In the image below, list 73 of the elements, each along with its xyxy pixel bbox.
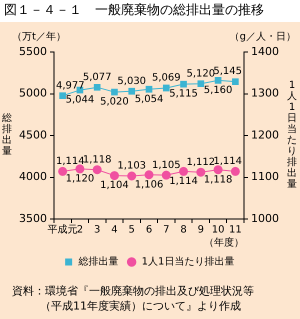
point: [179, 166, 188, 176]
data-label: 5,044: [66, 94, 94, 106]
data-label: 4,977: [56, 80, 85, 92]
x-tick-label: 9: [198, 224, 204, 236]
point: [127, 172, 136, 180]
data-label: 5,077: [82, 72, 112, 83]
text: 資料：環境省『一般廃棄物の排出及び処理状況等: [12, 284, 254, 298]
x-tick-label: 11: [229, 224, 242, 236]
point: [144, 170, 154, 180]
point: [94, 84, 101, 91]
x-tick-label: 8: [180, 224, 187, 236]
x-tick-label: 7: [163, 224, 170, 236]
text: 1人1日当たり排出量: [287, 80, 297, 190]
y-axis-title: 総排出量: [1, 112, 12, 158]
data-label: 1,104: [100, 180, 129, 192]
legend-label: 総排出量: [78, 256, 119, 268]
x-tick-label: 10: [212, 224, 224, 236]
data-label: 1,114: [213, 156, 242, 167]
point: [146, 86, 152, 93]
point: [59, 92, 66, 99]
data-label: 1,114: [56, 156, 85, 167]
x-axis-title: （年度）: [204, 236, 244, 249]
x-tick-label: 2: [76, 224, 84, 236]
data-label: 1,103: [117, 160, 146, 172]
point: [111, 88, 118, 96]
data-label: 5,069: [152, 72, 181, 84]
y2-tick-label: 1300: [251, 86, 280, 100]
point: [180, 80, 187, 88]
x-tick-label: 4: [111, 224, 118, 236]
y-tick-label: 5500: [18, 44, 47, 58]
data-label: 5,160: [204, 84, 232, 96]
data-label: 1,120: [66, 173, 94, 184]
data-label: 1,105: [152, 160, 181, 171]
y2-tick-label: 1000: [251, 212, 280, 225]
chart-title: 図１－４－１ 一般廃棄物の総排出量の推移: [3, 2, 265, 20]
data-label: 5,020: [100, 96, 129, 108]
data-label: 5,145: [213, 66, 242, 78]
legend-label: 1人1日当たり排出量: [142, 256, 234, 268]
point: [162, 84, 170, 92]
point: [128, 88, 136, 95]
text: （万t／年）: [12, 30, 66, 43]
point: [196, 168, 206, 177]
point: [197, 80, 204, 88]
data-label: 5,054: [134, 94, 164, 105]
point: [230, 166, 240, 176]
point: [214, 165, 223, 174]
y2-tick-label: 1400: [251, 44, 280, 58]
data-label: 1,118: [204, 174, 232, 186]
y2-tick-label: 1200: [251, 128, 280, 142]
x-tick-label: 3: [94, 224, 100, 236]
point: [110, 171, 119, 180]
data-label: 1,106: [134, 179, 164, 190]
x-tick-label: 平成元: [48, 224, 78, 236]
text: （平成11年度実績）について』より作成: [40, 299, 241, 312]
text: （g／人・日）: [230, 32, 296, 43]
data-label: 1,118: [82, 154, 112, 166]
point: [214, 77, 222, 84]
x-tick-label: 5: [128, 224, 135, 236]
point: [232, 78, 239, 85]
data-label: 5,115: [169, 88, 198, 100]
point: [162, 170, 171, 180]
data-label: 5,030: [117, 76, 146, 87]
data-label: 1,112: [186, 156, 216, 168]
y-tick-label: 3500: [18, 212, 47, 225]
y-tick-label: 5000: [18, 86, 47, 100]
x-tick-label: 6: [146, 224, 152, 236]
data-label: 1,114: [169, 176, 198, 187]
y-tick-label: 4000: [18, 170, 47, 184]
data-label: 5,120: [186, 68, 216, 80]
y2-tick-label: 1100: [251, 170, 280, 184]
y-tick-label: 4500: [18, 128, 47, 142]
point: [92, 165, 102, 174]
point: [58, 166, 68, 176]
